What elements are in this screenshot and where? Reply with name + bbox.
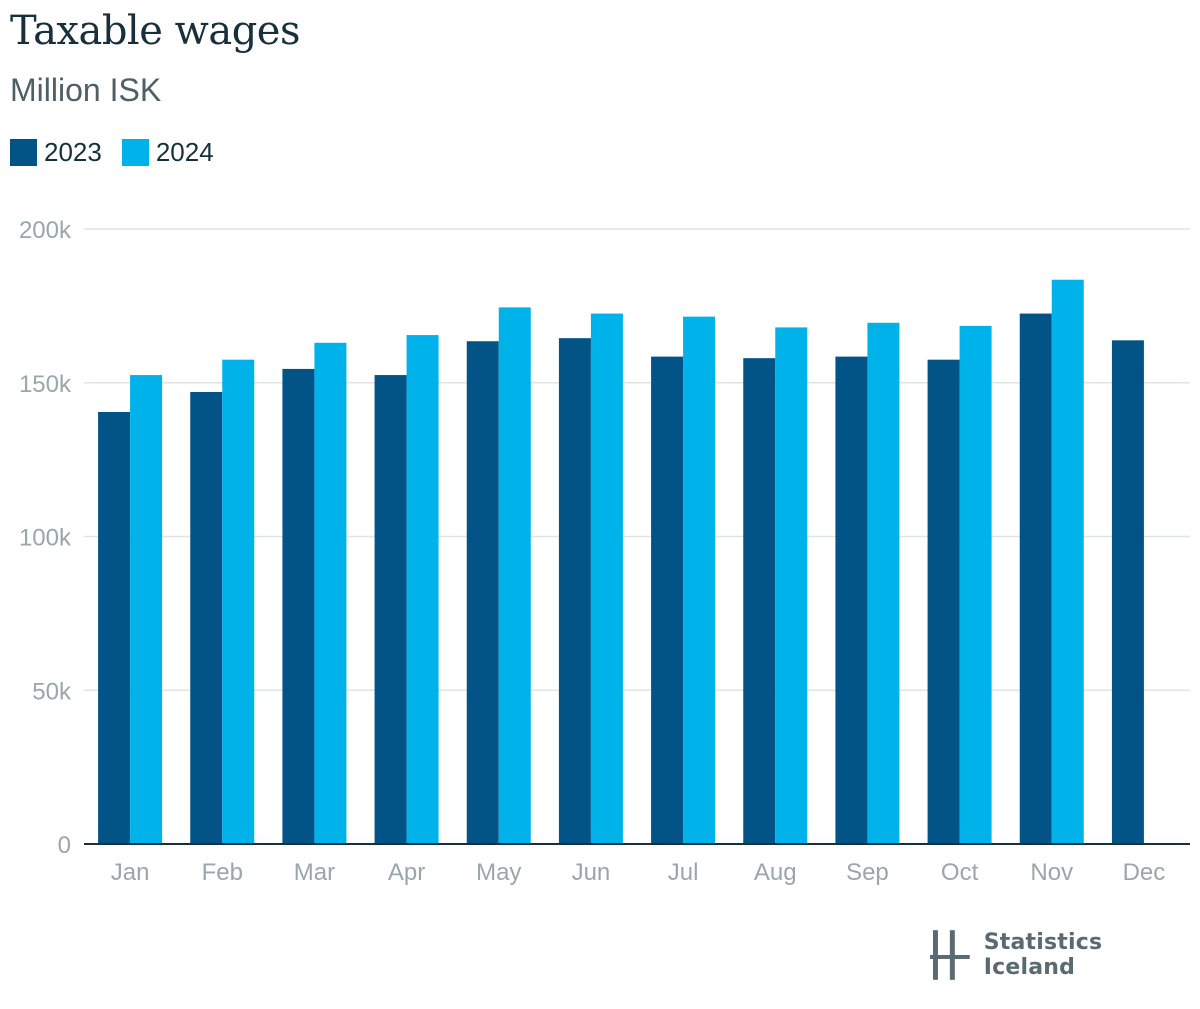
y-tick-label: 200k	[19, 217, 72, 244]
x-tick-label: May	[476, 859, 521, 886]
chart-subtitle: Million ISK	[10, 72, 162, 108]
y-tick-label: 50k	[32, 678, 72, 705]
legend-item-2024[interactable]: 2024	[121, 137, 214, 168]
legend-item-2023[interactable]: 2023	[10, 137, 102, 168]
x-tick-label: Jan	[111, 859, 150, 886]
bar-2024-nov[interactable]	[1051, 279, 1084, 844]
x-tick-label: Jul	[668, 859, 699, 886]
legend-label-2023: 2023	[44, 137, 102, 167]
x-tick-label: Nov	[1030, 859, 1073, 886]
x-tick-label: Mar	[294, 859, 335, 886]
bar-2024-may[interactable]	[498, 307, 531, 845]
statistics-iceland-logo-icon	[930, 930, 970, 980]
legend-swatch-2024	[121, 139, 149, 166]
x-tick-label: Aug	[754, 859, 797, 886]
x-tick-label: Sep	[846, 859, 889, 886]
bar-2024-apr[interactable]	[406, 335, 439, 844]
y-tick-label: 100k	[19, 525, 72, 552]
bar-2023-mar[interactable]	[282, 368, 315, 844]
legend-swatch-2023	[10, 139, 37, 166]
brand-logo: Statistics Iceland	[930, 930, 1200, 980]
x-tick-label: Oct	[941, 859, 979, 886]
bar-2023-jan[interactable]	[98, 411, 131, 844]
bar-2024-aug[interactable]	[775, 327, 808, 844]
bar-2024-sep[interactable]	[867, 322, 900, 845]
bar-2023-apr[interactable]	[374, 375, 407, 844]
bar-2024-jun[interactable]	[590, 313, 623, 844]
bar-2024-jul[interactable]	[683, 316, 716, 844]
bar-2024-mar[interactable]	[314, 342, 347, 844]
bar-2023-jun[interactable]	[558, 338, 591, 844]
brand-name: Statistics Iceland	[983, 930, 1103, 980]
bar-2023-sep[interactable]	[835, 356, 868, 844]
bar-2023-nov[interactable]	[1019, 313, 1052, 844]
bar-2024-jan[interactable]	[130, 375, 163, 844]
y-tick-label: 150k	[19, 371, 72, 398]
legend-label-2024: 2024	[155, 137, 214, 167]
bar-2023-dec[interactable]	[1111, 340, 1144, 844]
x-tick-label: Feb	[202, 859, 243, 886]
bar-2024-feb[interactable]	[222, 359, 255, 844]
x-tick-label: Dec	[1123, 859, 1166, 886]
bar-2023-jul[interactable]	[651, 356, 684, 844]
y-tick-label: 0	[58, 832, 71, 859]
bar-2023-oct[interactable]	[927, 359, 960, 844]
bar-2023-may[interactable]	[466, 341, 499, 844]
x-tick-label: Apr	[388, 859, 425, 886]
bar-2023-feb[interactable]	[190, 391, 223, 844]
x-tick-label: Jun	[572, 859, 611, 886]
bar-2024-oct[interactable]	[959, 325, 992, 844]
chart-title: Taxable wages	[10, 8, 301, 54]
bar-2023-aug[interactable]	[743, 358, 776, 844]
legend: 2023 2024	[10, 137, 234, 168]
